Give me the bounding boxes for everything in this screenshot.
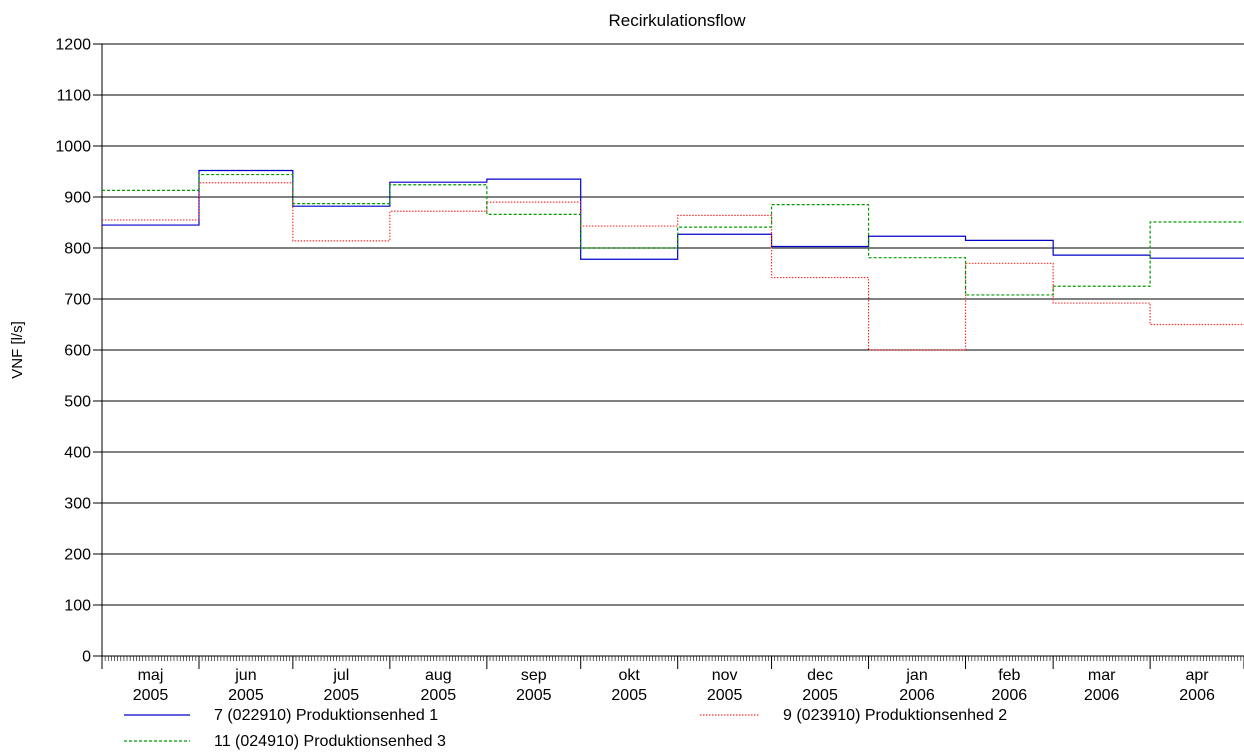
legend: 7 (022910) Produktionsenhed 1 9 (023910) …: [124, 707, 1007, 750]
y-tick-label: 100: [64, 598, 91, 615]
series-group: [102, 169, 1244, 351]
chart-title: Recirkulationsflow: [609, 11, 747, 30]
legend-label-3: 11 (024910) Produktionsenhed 3: [214, 733, 446, 750]
y-tick-label: 0: [82, 649, 91, 666]
y-tick-label: 300: [64, 496, 91, 513]
y-tick-label: 1100: [57, 88, 92, 105]
x-tick-label-year: 2006: [992, 687, 1028, 704]
x-tick-label-month: jun: [234, 667, 256, 684]
y-tick-label: 200: [64, 547, 91, 564]
x-tick-label-year: 2005: [228, 687, 264, 704]
x-tick-label-month: nov: [712, 667, 738, 684]
x-tick-label-month: feb: [998, 667, 1020, 684]
x-tick-label-year: 2005: [707, 687, 743, 704]
x-tick-label-month: maj: [138, 667, 164, 684]
x-tick-label-month: aug: [425, 667, 452, 684]
legend-label-2: 9 (023910) Produktionsenhed 2: [783, 707, 1007, 724]
x-tick-label-month: apr: [1186, 667, 1210, 684]
x-tick-label-month: mar: [1088, 667, 1116, 684]
y-tick-label: 800: [64, 241, 91, 258]
x-tick-label-year: 2006: [1179, 687, 1215, 704]
legend-label-1: 7 (022910) Produktionsenhed 1: [214, 707, 438, 724]
x-tick-label-month: sep: [521, 667, 547, 684]
x-tick-label-year: 2005: [421, 687, 457, 704]
x-tick-label-month: jan: [905, 667, 927, 684]
y-tick-label: 1200: [55, 37, 91, 54]
y-tick-label: 500: [64, 394, 91, 411]
series-line-2: [102, 182, 1244, 351]
y-tick-label: 1000: [55, 139, 91, 156]
x-tick-label-year: 2005: [802, 687, 838, 704]
x-tick-label-year: 2006: [899, 687, 935, 704]
x-tick-label-year: 2005: [133, 687, 169, 704]
x-tick-label-month: jul: [332, 667, 349, 684]
x-tick-label-year: 2005: [324, 687, 360, 704]
y-tick-label: 700: [64, 292, 91, 309]
labels: Recirkulationsflow VNF [l/s]: [9, 11, 746, 379]
x-tick-label-year: 2005: [516, 687, 552, 704]
y-tick-label: 600: [64, 343, 91, 360]
series-line-3: [102, 173, 1244, 296]
y-tick-label: 900: [64, 190, 91, 207]
gridlines: [102, 43, 1244, 606]
series-line-1: [102, 169, 1244, 260]
x-tick-label-year: 2005: [611, 687, 647, 704]
y-axis-label: VNF [l/s]: [9, 321, 26, 379]
x-tick-label-month: dec: [807, 667, 833, 684]
x-tick-label-year: 2006: [1084, 687, 1120, 704]
x-tick-label-month: okt: [619, 667, 641, 684]
axes: 0 100 200 300 400 500 600 700 800 900 1000 1100 1200…: [55, 37, 1244, 704]
y-tick-label: 400: [64, 445, 91, 462]
